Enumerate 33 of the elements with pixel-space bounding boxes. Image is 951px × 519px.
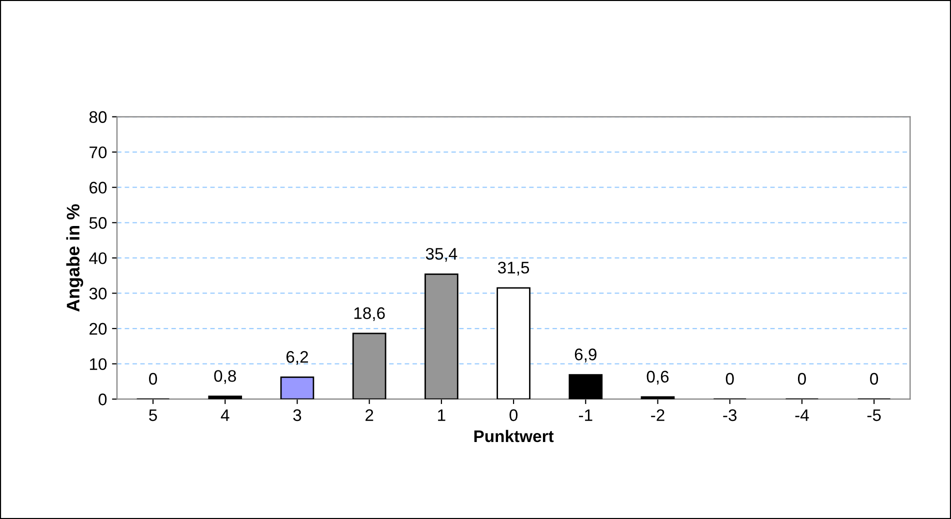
x-tick-label: -5: [867, 409, 881, 422]
data-label: 0: [870, 372, 878, 385]
y-tick-label: 30: [89, 288, 107, 300]
x-tick-label: 1: [438, 409, 446, 421]
y-tick-label: 80: [89, 111, 107, 123]
data-label: 6,2: [286, 351, 308, 365]
x-tick-label: 0: [510, 409, 518, 422]
x-tick-label: 3: [293, 409, 302, 422]
data-label: 0: [726, 372, 734, 385]
y-tick-label: 50: [89, 217, 107, 229]
x-tick-label: -4: [795, 409, 809, 421]
data-label: 0: [149, 372, 158, 385]
x-axis-title: Punktwert: [474, 430, 554, 442]
data-label: 31,5: [498, 262, 530, 276]
x-tick-label: 4: [220, 409, 230, 421]
y-tick-label: 10: [90, 358, 107, 370]
data-label: 18,6: [354, 307, 385, 322]
data-label: 35,4: [426, 248, 458, 262]
data-label: 6,9: [574, 348, 596, 362]
y-tick-label: 70: [90, 146, 107, 158]
y-tick-label: 40: [89, 252, 107, 264]
x-tick-label: -3: [723, 409, 737, 422]
y-tick-label: 20: [90, 322, 107, 335]
x-tick-label: -2: [651, 409, 664, 421]
data-label: 0: [798, 372, 806, 385]
y-tick-label: 0: [98, 394, 107, 406]
x-tick-label: 2: [366, 409, 374, 421]
y-tick-label: 60: [90, 182, 107, 194]
x-tick-label: -1: [578, 409, 592, 421]
data-label: 0,6: [646, 370, 669, 385]
data-label: 0,8: [214, 370, 236, 384]
x-tick-label: 5: [149, 409, 157, 422]
y-axis-title: Angabe in %: [66, 204, 84, 312]
